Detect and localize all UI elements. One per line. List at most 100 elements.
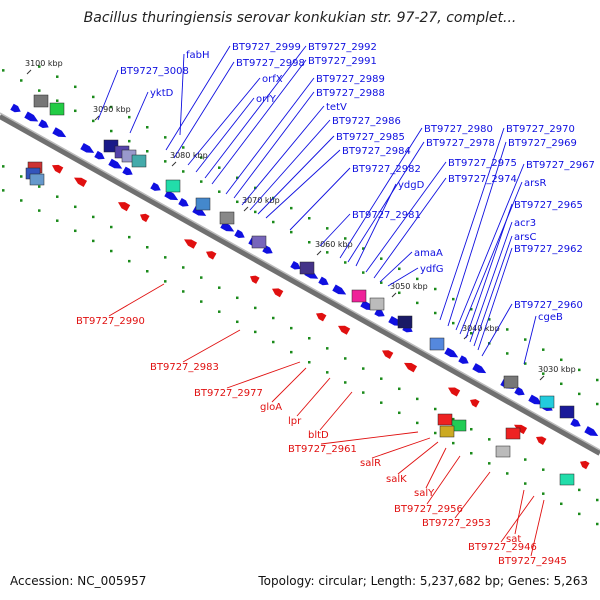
gene-label[interactable]: ydfG [420, 264, 444, 275]
gene-label[interactable]: fabH [186, 50, 210, 61]
track-dot [308, 216, 311, 220]
gene-label[interactable]: BT9727_2965 [514, 200, 583, 211]
gene-label[interactable]: BT9727_2990 [76, 316, 145, 327]
gene-label[interactable]: BT9727_2974 [448, 174, 517, 185]
gene-arrow[interactable] [290, 260, 301, 270]
gene-label[interactable]: BT9727_2989 [316, 74, 385, 85]
gene-label[interactable]: BT9727_2975 [448, 158, 517, 169]
gene-label[interactable]: BT9727_2981 [352, 210, 421, 221]
gene-arrow[interactable] [316, 312, 327, 322]
gene-arrow[interactable] [338, 325, 351, 335]
gene-label[interactable]: orfY [256, 94, 277, 105]
gene-arrow[interactable] [24, 111, 39, 122]
gene-label[interactable]: BT9727_2967 [526, 160, 595, 171]
gene-label[interactable]: lpr [288, 416, 302, 427]
gene-label[interactable]: BT9727_2998 [236, 58, 305, 69]
gene-arrow[interactable] [52, 164, 64, 174]
gene-label[interactable]: BT9727_2956 [394, 504, 463, 515]
track-dot [38, 209, 41, 212]
gene-arrow[interactable] [528, 394, 543, 405]
gene-arrow[interactable] [118, 202, 131, 212]
gene-arrow[interactable] [580, 460, 590, 470]
gene-label[interactable]: salY [414, 488, 435, 499]
gene-label[interactable]: BT9727_2945 [498, 556, 567, 567]
gene-label[interactable]: bltD [308, 430, 329, 441]
gene-arrow[interactable] [234, 229, 245, 239]
gene-arrow[interactable] [458, 355, 469, 364]
gene-label[interactable]: BT9727_2960 [514, 300, 583, 311]
track-dot [542, 468, 545, 471]
gene-label[interactable]: BT9727_2970 [506, 124, 575, 135]
gene-arrow[interactable] [514, 386, 525, 396]
track-dot [308, 336, 311, 340]
gene-arrow[interactable] [570, 418, 581, 427]
gene-label[interactable]: amaA [414, 248, 443, 259]
gene-arrow[interactable] [318, 276, 329, 286]
gene-label[interactable]: BT9727_2986 [332, 116, 401, 127]
gene-label[interactable]: BT9727_3008 [120, 66, 189, 77]
gene-arrow[interactable] [470, 399, 480, 408]
gene-label[interactable]: BT9727_2984 [342, 146, 411, 157]
gene-arrow[interactable] [250, 275, 260, 284]
gene-label[interactable]: ydgD [398, 180, 425, 191]
gene-arrow[interactable] [404, 362, 418, 373]
label-leader-line [211, 59, 307, 185]
gene-arrow[interactable] [122, 166, 133, 176]
gene-label[interactable]: salR [360, 458, 381, 469]
track-dot [380, 281, 383, 284]
gene-label[interactable]: BT9727_2983 [150, 362, 219, 373]
gene-label[interactable]: BT9727_2969 [508, 138, 577, 149]
gene-arrow[interactable] [184, 239, 198, 249]
gene-label[interactable]: arsC [514, 232, 536, 243]
gene-arrow[interactable] [150, 182, 161, 191]
gene-label[interactable]: cgeB [538, 312, 563, 323]
gene-label[interactable]: sat [506, 534, 521, 545]
gene-arrow[interactable] [10, 103, 21, 113]
gene-label[interactable]: BT9727_2980 [424, 124, 493, 135]
gene-arrow[interactable] [94, 150, 105, 160]
gene-arrow[interactable] [272, 288, 284, 298]
gene-label[interactable]: BT9727_2977 [194, 388, 263, 399]
gene-label[interactable]: BT9727_2985 [336, 132, 405, 143]
gene-arrow[interactable] [514, 424, 528, 435]
gene-label[interactable]: arsR [524, 178, 546, 189]
gene-label[interactable]: BT9727_2982 [352, 164, 421, 175]
gene-arrow[interactable] [108, 158, 123, 169]
gene-label[interactable]: BT9727_2992 [308, 42, 377, 53]
gene-label[interactable]: BT9727_2962 [514, 244, 583, 255]
gene-arrow[interactable] [80, 143, 95, 153]
gene-arrow[interactable] [472, 363, 487, 374]
gene-arrow[interactable] [74, 177, 88, 187]
label-leader-line [425, 447, 447, 489]
gene-label[interactable]: acr3 [514, 218, 536, 229]
gene-label[interactable]: BT9727_2953 [422, 518, 491, 529]
gene-label[interactable]: BT9727_2961 [288, 444, 357, 455]
gene-label[interactable]: BT9727_2978 [426, 138, 495, 149]
gene-arrow[interactable] [382, 350, 394, 359]
label-leader-line [195, 97, 255, 173]
gene-label[interactable]: BT9727_2991 [308, 56, 377, 67]
gene-arrow[interactable] [536, 436, 547, 446]
gene-arrow[interactable] [374, 308, 385, 317]
gene-arrow[interactable] [332, 284, 347, 295]
gene-arrow[interactable] [52, 127, 67, 138]
gene-arrow[interactable] [584, 426, 599, 436]
gene-arrow[interactable] [178, 198, 189, 207]
label-leader-line [481, 303, 513, 357]
gene-arrow[interactable] [164, 190, 179, 201]
gene-label[interactable]: BT9727_2988 [316, 88, 385, 99]
gene-arrow[interactable] [444, 347, 459, 358]
gene-label[interactable]: orfX [262, 74, 283, 85]
gene-label[interactable]: gloA [260, 402, 282, 413]
gene-arrow[interactable] [448, 387, 461, 397]
track-dot [56, 219, 59, 222]
gene-arrow[interactable] [38, 119, 49, 128]
gene-label[interactable]: yktD [150, 88, 174, 99]
gene-label[interactable]: BT9727_2946 [468, 542, 537, 553]
gene-arrow[interactable] [140, 213, 150, 223]
gene-label[interactable]: BT9727_2999 [232, 42, 301, 53]
track-dot [524, 362, 527, 365]
gene-label[interactable]: tetV [326, 102, 347, 113]
gene-arrow[interactable] [206, 251, 217, 260]
gene-label[interactable]: salK [386, 474, 407, 485]
